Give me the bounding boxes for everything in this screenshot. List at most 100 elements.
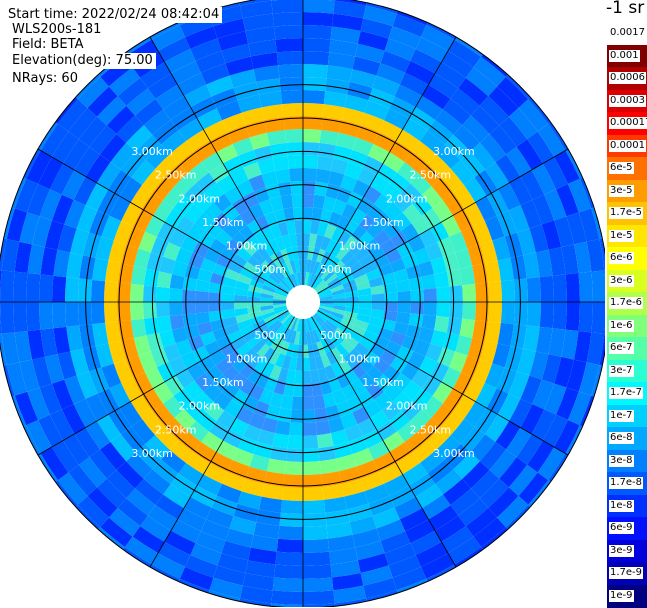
backscatter-cell	[418, 327, 435, 344]
backscatter-cell	[368, 276, 384, 288]
backscatter-cell	[523, 252, 540, 279]
backscatter-cell	[342, 315, 357, 325]
backscatter-cell	[175, 247, 193, 265]
backscatter-cell	[237, 491, 262, 510]
backscatter-cell	[186, 452, 210, 475]
backscatter-cell	[426, 22, 456, 40]
backscatter-cell	[274, 564, 303, 579]
colorbar-tick-label: 3e-6	[609, 274, 634, 287]
backscatter-cell	[340, 412, 358, 430]
backscatter-cell	[509, 176, 533, 206]
backscatter-cell	[383, 108, 409, 130]
backscatter-cell	[19, 359, 40, 392]
backscatter-cell	[85, 183, 109, 211]
backscatter-cell	[561, 244, 579, 275]
backscatter-cell	[105, 260, 122, 283]
backscatter-cell	[271, 0, 279, 1]
backscatter-cell	[262, 311, 276, 320]
backscatter-cell	[138, 351, 157, 373]
backscatter-cell	[331, 242, 344, 257]
backscatter-cell	[120, 151, 146, 178]
backscatter-cell	[578, 362, 600, 396]
backscatter-cell	[229, 69, 257, 89]
backscatter-cell	[303, 38, 331, 53]
backscatter-cell	[418, 260, 435, 277]
backscatter-cell	[116, 115, 144, 143]
backscatter-cell	[265, 276, 279, 287]
backscatter-cell	[141, 192, 164, 216]
backscatter-cell	[269, 196, 284, 212]
backscatter-cell	[200, 331, 217, 346]
backscatter-cell	[481, 527, 508, 550]
backscatter-cell	[97, 96, 127, 126]
backscatter-cell	[379, 238, 397, 255]
backscatter-cell	[240, 0, 273, 19]
backscatter-cell	[173, 388, 194, 410]
backscatter-cell	[171, 519, 201, 544]
range-ring-label: 1.50km	[202, 376, 244, 389]
backscatter-cell	[19, 212, 40, 245]
backscatter-cell	[296, 272, 302, 286]
backscatter-cell	[565, 302, 580, 331]
backscatter-cell	[256, 509, 281, 526]
backscatter-cell	[232, 137, 254, 156]
backscatter-cell	[349, 348, 364, 363]
backscatter-cell	[169, 287, 183, 302]
backscatter-cell	[27, 184, 50, 217]
backscatter-cell	[308, 273, 316, 287]
backscatter-cell	[283, 474, 303, 488]
backscatter-cell	[1, 239, 20, 272]
backscatter-cell	[548, 122, 569, 151]
backscatter-cell	[40, 328, 58, 357]
backscatter-cell	[158, 37, 191, 63]
backscatter-cell	[256, 78, 281, 95]
backscatter-cell	[260, 302, 274, 307]
backscatter-cell	[343, 353, 358, 369]
backscatter-cell	[0, 238, 7, 271]
backscatter-cell	[376, 163, 398, 184]
backscatter-cell	[345, 296, 360, 302]
backscatter-cell	[402, 380, 422, 401]
backscatter-cell	[210, 451, 233, 472]
backscatter-cell	[106, 105, 136, 135]
backscatter-cell	[358, 372, 376, 390]
backscatter-cell	[232, 448, 254, 467]
backscatter-cell	[290, 317, 298, 331]
backscatter-cell	[532, 379, 555, 410]
backscatter-cell	[442, 192, 465, 216]
backscatter-cell	[460, 151, 486, 178]
backscatter-cell	[126, 88, 156, 116]
backscatter-cell	[481, 54, 508, 77]
backscatter-cell	[455, 248, 473, 269]
backscatter-cell	[178, 578, 210, 594]
backscatter-cell	[143, 317, 160, 336]
backscatter-cell	[156, 271, 172, 288]
backscatter-cell	[184, 400, 205, 421]
backscatter-cell	[250, 534, 279, 552]
backscatter-cell	[366, 268, 381, 281]
backscatter-cell	[449, 302, 463, 319]
backscatter-cell	[311, 315, 321, 328]
backscatter-cell	[258, 496, 283, 513]
backscatter-cell	[479, 478, 509, 508]
backscatter-cell	[283, 207, 295, 222]
backscatter-cell	[578, 271, 593, 302]
backscatter-cell	[470, 142, 496, 170]
backscatter-cell	[303, 77, 327, 92]
backscatter-cell	[400, 223, 420, 242]
backscatter-cell	[500, 302, 515, 325]
backscatter-cell	[420, 25, 455, 51]
backscatter-cell	[591, 207, 603, 240]
backscatter-cell	[281, 355, 292, 370]
azimuth-spoke	[149, 36, 295, 288]
backscatter-cell	[358, 336, 375, 351]
backscatter-cell	[423, 302, 437, 317]
backscatter-cell	[85, 393, 109, 421]
backscatter-cell	[473, 56, 506, 87]
backscatter-cell	[357, 287, 372, 297]
backscatter-cell	[55, 480, 78, 507]
backscatter-cell	[348, 330, 363, 343]
backscatter-cell	[274, 267, 286, 280]
range-ring-label: 1.00km	[339, 352, 381, 365]
backscatter-cell	[150, 22, 180, 40]
